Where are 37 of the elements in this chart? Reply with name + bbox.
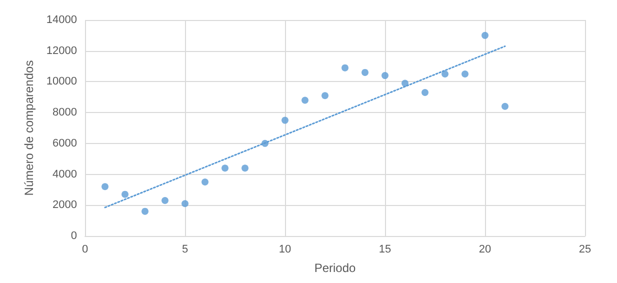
point bbox=[262, 140, 268, 147]
y-tick-label: 0 bbox=[70, 230, 77, 242]
point bbox=[122, 190, 128, 198]
y-axis-title: Número de comparendos bbox=[22, 60, 36, 196]
point bbox=[162, 197, 168, 204]
point bbox=[482, 32, 488, 39]
y-tick-label: 12000 bbox=[46, 44, 77, 57]
point bbox=[202, 178, 208, 186]
point bbox=[442, 70, 448, 78]
point bbox=[242, 164, 248, 172]
point bbox=[302, 96, 308, 104]
point bbox=[342, 64, 348, 72]
point bbox=[322, 92, 328, 100]
x-tick-label: 0 bbox=[82, 244, 88, 256]
y-tick-label: 4000 bbox=[52, 168, 77, 180]
y-tick-label: 2000 bbox=[52, 199, 77, 212]
point bbox=[282, 116, 288, 124]
point bbox=[222, 164, 228, 172]
x-axis-title: Periodo bbox=[314, 261, 356, 275]
point bbox=[382, 72, 388, 80]
x-tick-label: 25 bbox=[578, 244, 592, 256]
point bbox=[462, 70, 468, 78]
y-tick-label: 8000 bbox=[52, 106, 77, 119]
x-tick-label: 20 bbox=[478, 244, 492, 256]
x-tick-label: 15 bbox=[378, 244, 392, 256]
point bbox=[502, 102, 508, 110]
x-tick-label: 5 bbox=[182, 244, 188, 256]
y-tick-label: 10000 bbox=[46, 76, 77, 88]
point bbox=[402, 80, 408, 87]
point bbox=[142, 208, 148, 215]
point bbox=[182, 200, 188, 208]
point bbox=[422, 89, 428, 96]
point bbox=[362, 68, 368, 76]
y-tick-label: 14000 bbox=[46, 14, 77, 26]
x-tick-label: 10 bbox=[278, 244, 292, 256]
point bbox=[102, 183, 108, 190]
y-tick-label: 6000 bbox=[52, 137, 77, 150]
